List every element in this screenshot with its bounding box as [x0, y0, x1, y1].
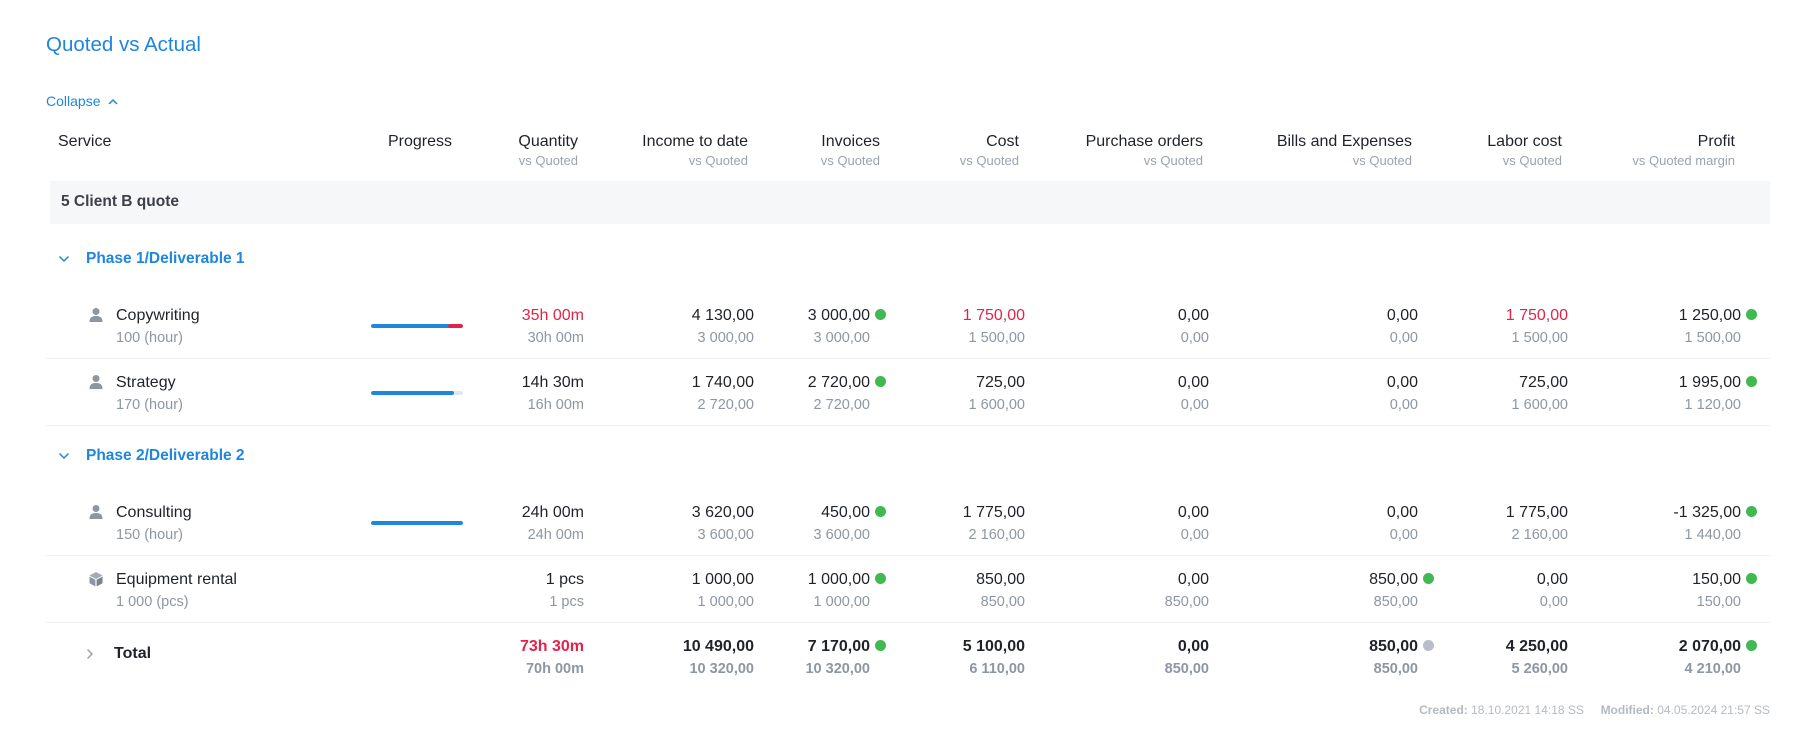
service-name: Consulting: [116, 504, 192, 521]
chevron-down-icon: [58, 452, 70, 460]
status-dot-green: [1746, 309, 1757, 320]
phase-label: Phase 2/Deliverable 2: [86, 447, 245, 464]
purchase-orders-cell: 0,00 850,00: [1164, 571, 1209, 610]
header-profit: Profit vs Quoted margin: [1632, 133, 1735, 168]
total-bills-cell: 850,00 850,00: [1369, 622, 1434, 678]
chevron-down-icon: [58, 255, 70, 263]
bills-cell: 850,00 850,00: [1369, 555, 1434, 611]
collapse-toggle[interactable]: Collapse: [46, 93, 119, 109]
cost-cell: 1 750,00 1 500,00: [962, 307, 1025, 346]
person-icon: [89, 505, 103, 519]
header-service: Service: [58, 133, 112, 150]
total-purchase-orders-cell: 0,00 850,00: [1164, 638, 1209, 677]
status-dot-green: [1423, 573, 1434, 584]
total-invoices-cell: 7 170,00 10 320,00: [805, 622, 886, 678]
cost-cell: 725,00 1 600,00: [968, 374, 1025, 413]
box-icon: [89, 572, 103, 587]
status-dot-green: [875, 376, 886, 387]
cost-cell: 850,00 850,00: [976, 571, 1025, 610]
collapse-label: Collapse: [46, 93, 101, 109]
total-row: Total 73h 30m 70h 00m 10 490,00 10 320,00 …: [46, 622, 1770, 689]
labor-cost-cell: 1 775,00 2 160,00: [1505, 504, 1568, 543]
header-purchase-orders: Purchase orders vs Quoted: [1085, 133, 1203, 168]
chevron-right-icon: [86, 648, 94, 660]
person-icon: [89, 375, 103, 389]
header-quantity: Quantity vs Quoted: [518, 133, 578, 168]
progress-bar: [371, 324, 463, 328]
bills-cell: 0,00 0,00: [1386, 504, 1418, 543]
status-dot-green: [875, 640, 886, 651]
table-row[interactable]: Consulting 150 (hour) 24h 00m 24h 00m 3 6…: [46, 488, 1770, 556]
purchase-orders-cell: 0,00 0,00: [1177, 504, 1209, 543]
profit-cell: -1 325,00 1 440,00: [1673, 488, 1757, 544]
service-unit: 100 (hour): [116, 330, 183, 346]
header-cost: Cost vs Quoted: [959, 133, 1019, 168]
header-bills-expenses: Bills and Expenses vs Quoted: [1276, 133, 1412, 168]
invoices-cell: 2 720,00 2 720,00: [808, 358, 886, 414]
quantity-cell: 24h 00m 24h 00m: [521, 504, 584, 543]
table-row[interactable]: Equipment rental 1 000 (pcs) 1 pcs 1 pcs …: [46, 555, 1770, 623]
page-title: Quoted vs Actual: [46, 33, 201, 56]
service-name: Equipment rental: [116, 571, 237, 588]
header-progress: Progress: [387, 133, 452, 150]
service-unit: 170 (hour): [116, 397, 183, 413]
income-cell: 3 620,00 3 600,00: [691, 504, 754, 543]
total-profit-cell: 2 070,00 4 210,00: [1679, 622, 1757, 678]
total-label: Total: [114, 645, 152, 662]
total-labor-cost-cell: 4 250,00 5 260,00: [1505, 638, 1568, 677]
quantity-cell: 1 pcs 1 pcs: [545, 571, 584, 610]
chevron-up-icon: [108, 98, 119, 105]
quote-group-header: 5 Client B quote: [50, 181, 1770, 224]
income-cell: 4 130,00 3 000,00: [691, 307, 754, 346]
purchase-orders-cell: 0,00 0,00: [1177, 374, 1209, 413]
status-dot-green: [875, 506, 886, 517]
quantity-cell: 35h 00m 30h 00m: [521, 307, 584, 346]
status-dot-green: [1746, 506, 1757, 517]
service-unit: 150 (hour): [116, 527, 183, 543]
phase-toggle-2[interactable]: Phase 2/Deliverable 2: [58, 447, 245, 465]
bills-cell: 0,00 0,00: [1386, 307, 1418, 346]
service-name: Copywriting: [116, 307, 200, 324]
status-dot-grey: [1423, 640, 1434, 651]
status-dot-green: [1746, 376, 1757, 387]
invoices-cell: 1 000,00 1 000,00: [808, 555, 886, 611]
profit-cell: 1 995,00 1 120,00: [1679, 358, 1757, 414]
table-row[interactable]: Copywriting 100 (hour) 35h 00m 30h 00m 4 …: [46, 291, 1770, 359]
bills-cell: 0,00 0,00: [1386, 374, 1418, 413]
person-icon: [89, 308, 103, 322]
total-toggle[interactable]: Total: [86, 645, 151, 663]
profit-cell: 1 250,00 1 500,00: [1679, 291, 1757, 347]
profit-cell: 150,00 150,00: [1692, 555, 1757, 611]
labor-cost-cell: 1 750,00 1 500,00: [1505, 307, 1568, 346]
status-dot-green: [1746, 640, 1757, 651]
labor-cost-cell: 0,00 0,00: [1536, 571, 1568, 610]
status-dot-green: [875, 309, 886, 320]
header-labor-cost: Labor cost vs Quoted: [1487, 133, 1562, 168]
total-cost-cell: 5 100,00 6 110,00: [962, 638, 1025, 677]
service-unit: 1 000 (pcs): [116, 594, 189, 610]
status-dot-green: [1746, 573, 1757, 584]
phase-label: Phase 1/Deliverable 1: [86, 250, 245, 267]
purchase-orders-cell: 0,00 0,00: [1177, 307, 1209, 346]
quantity-cell: 14h 30m 16h 00m: [521, 374, 584, 413]
invoices-cell: 450,00 3 600,00: [814, 488, 886, 544]
cost-cell: 1 775,00 2 160,00: [962, 504, 1025, 543]
header-invoices: Invoices vs Quoted: [820, 133, 880, 168]
record-metadata: Created: 18.10.2021 14:18 SS Modified: 0…: [1419, 703, 1770, 717]
phase-toggle-1[interactable]: Phase 1/Deliverable 1: [58, 250, 245, 268]
service-name: Strategy: [116, 374, 176, 391]
progress-bar: [371, 521, 463, 525]
total-quantity-cell: 73h 30m 70h 00m: [519, 638, 584, 677]
table-row[interactable]: Strategy 170 (hour) 14h 30m 16h 00m 1 740…: [46, 358, 1770, 426]
quote-label: 5 Client B quote: [61, 193, 179, 210]
labor-cost-cell: 725,00 1 600,00: [1511, 374, 1568, 413]
progress-bar: [371, 391, 463, 395]
header-income: Income to date vs Quoted: [642, 133, 748, 168]
status-dot-green: [875, 573, 886, 584]
income-cell: 1 000,00 1 000,00: [691, 571, 754, 610]
invoices-cell: 3 000,00 3 000,00: [808, 291, 886, 347]
income-cell: 1 740,00 2 720,00: [691, 374, 754, 413]
total-income-cell: 10 490,00 10 320,00: [682, 638, 754, 677]
